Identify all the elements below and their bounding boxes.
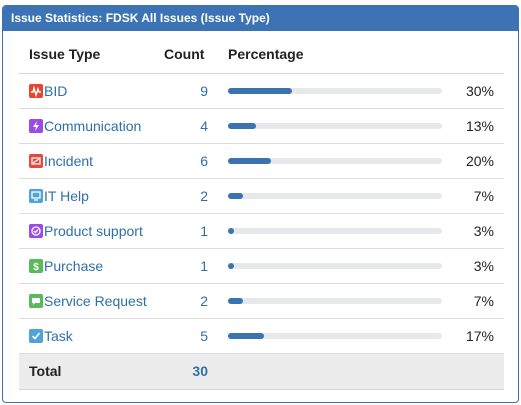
issue-type-link[interactable]: IT Help [44,187,89,204]
percentage-value: 3% [456,248,504,284]
percentage-bar [228,262,442,269]
incident-icon [29,153,43,168]
percentage-value: 13% [456,108,504,144]
issue-count-link[interactable]: 2 [200,187,208,204]
issue-type-link[interactable]: Task [44,327,73,344]
issue-type-link[interactable]: Incident [44,152,94,169]
task-icon [29,328,43,343]
percentage-bar-fill [228,332,265,339]
percentage-bar-fill [228,122,256,129]
product-support-icon [29,223,43,238]
table-row: IT Help 2 7% [19,178,504,214]
percentage-value: 30% [456,73,504,109]
bid-icon [29,83,43,98]
it-help-icon [29,188,43,203]
service-request-icon [29,293,43,308]
issue-type-link[interactable]: Service Request [44,292,147,309]
table-row: Communication 4 13% [19,108,504,144]
percentage-value: 17% [456,318,504,354]
svg-text:$: $ [33,262,39,273]
percentage-bar [228,122,442,129]
total-row: Total 30 [19,353,504,390]
percentage-bar-fill [228,227,235,234]
issue-count-link[interactable]: 1 [200,222,208,239]
percentage-bar-fill [228,87,293,94]
table-row: Product support 1 3% [19,213,504,249]
percentage-bar [228,157,442,164]
percentage-bar-fill [228,262,235,269]
issue-count-link[interactable]: 9 [200,82,208,99]
percentage-bar-fill [228,157,271,164]
percentage-bar [228,192,442,199]
percentage-value: 20% [456,143,504,179]
percentage-value: 7% [456,178,504,214]
table-row: BID 9 30% [19,73,504,109]
issue-type-link[interactable]: Product support [44,222,143,239]
column-header-count: Count [164,36,226,74]
percentage-value: 7% [456,283,504,319]
issue-count-link[interactable]: 4 [200,117,208,134]
total-label: Total [19,353,164,390]
issue-count-link[interactable]: 2 [200,292,208,309]
total-count-link[interactable]: 30 [192,363,208,379]
percentage-value: 3% [456,213,504,249]
issue-count-link[interactable]: 6 [200,152,208,169]
table-header-row: Issue Type Count Percentage [19,36,504,74]
issue-count-link[interactable]: 5 [200,327,208,344]
column-header-percentage: Percentage [226,36,456,74]
purchase-icon: $ [29,258,43,273]
panel-title: Issue Statistics: FDSK All Issues (Issue… [3,6,518,31]
percentage-bar-fill [228,192,243,199]
percentage-bar-fill [228,297,243,304]
issue-type-link[interactable]: Communication [44,117,142,134]
issue-statistics-panel: Issue Statistics: FDSK All Issues (Issue… [2,5,519,403]
communication-icon [29,118,43,133]
percentage-bar [228,332,442,339]
issue-type-link[interactable]: Purchase [44,257,104,274]
statistics-table: Issue Type Count Percentage BID 9 30% Co… [19,36,504,390]
table-row: Task 5 17% [19,318,504,354]
percentage-bar [228,227,442,234]
issue-count-link[interactable]: 1 [200,257,208,274]
percentage-bar [228,297,442,304]
table-row: Incident 6 20% [19,143,504,179]
table-row: $ Purchase 1 3% [19,248,504,284]
issue-type-link[interactable]: BID [44,82,68,99]
column-header-issue-type: Issue Type [19,36,164,74]
percentage-bar [228,87,442,94]
table-row: Service Request 2 7% [19,283,504,319]
